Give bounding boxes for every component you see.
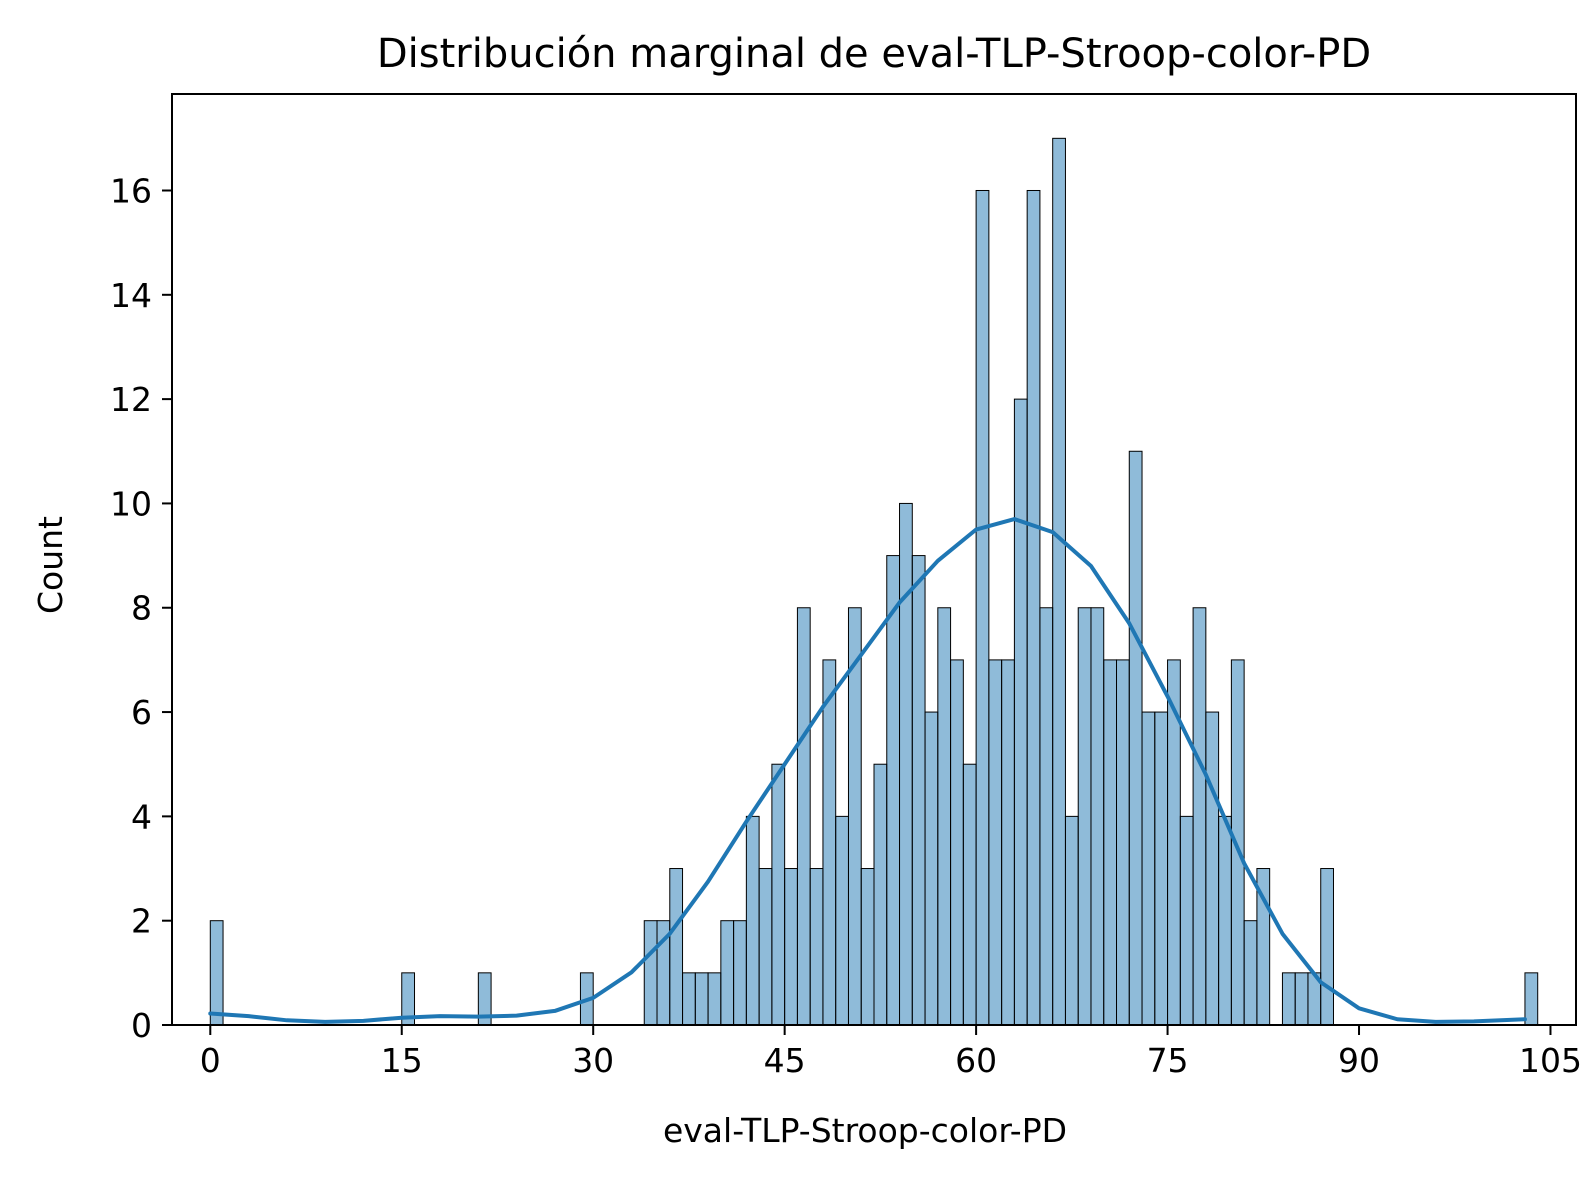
histogram-bar [860, 868, 875, 1026]
histogram-bar [911, 555, 926, 1026]
histogram-bar [209, 920, 224, 1026]
histogram-bar [758, 868, 773, 1026]
histogram-bar [924, 711, 939, 1026]
y-tick-label: 10 [110, 484, 152, 523]
histogram-bar [745, 815, 760, 1026]
x-tick-label: 15 [381, 1041, 423, 1080]
histogram-bar [1128, 450, 1143, 1026]
chart-title: Distribución marginal de eval-TLP-Stroop… [377, 31, 1371, 77]
histogram-bar [937, 607, 952, 1026]
x-tick-label: 30 [572, 1041, 614, 1080]
histogram-bar [1116, 659, 1130, 1026]
y-tick-label: 14 [110, 276, 152, 315]
histogram-bar [1320, 868, 1334, 1026]
histogram-bar [796, 607, 811, 1026]
kde-curve [208, 517, 1527, 1024]
histogram-bar [1077, 607, 1092, 1026]
x-axis-label: eval-TLP-Stroop-color-PD [663, 1111, 1067, 1150]
histogram-bar [809, 868, 824, 1026]
histogram-bar [1103, 659, 1118, 1026]
y-tick-label: 2 [131, 902, 152, 941]
histogram-bar [1052, 137, 1066, 1026]
histogram-bar [962, 763, 977, 1026]
histogram-bar [1154, 711, 1169, 1026]
y-axis-ticks: 0 2 4 6 8 10 12 14 16 [110, 171, 172, 1045]
histogram-bar [975, 189, 990, 1026]
x-tick-label: 60 [955, 1041, 997, 1080]
x-tick-label: 75 [1147, 1041, 1189, 1080]
histogram-bar [720, 920, 735, 1026]
plot-frame [171, 93, 1577, 1026]
histogram-bar [1218, 815, 1232, 1026]
x-tick-label: 0 [200, 1041, 221, 1080]
histogram-bar [682, 972, 696, 1026]
histogram-bar [950, 659, 964, 1026]
histogram-bar [899, 502, 913, 1026]
y-tick-label: 12 [110, 380, 152, 419]
histogram-bar [835, 815, 849, 1026]
y-tick-label: 4 [131, 797, 152, 836]
histogram-bar [694, 972, 709, 1026]
histogram-bar [1205, 711, 1220, 1026]
histogram-bar [1039, 607, 1054, 1026]
histogram-bar [669, 868, 684, 1026]
y-tick-label: 6 [131, 693, 152, 732]
histogram-bar [707, 972, 722, 1026]
x-tick-label: 90 [1338, 1041, 1380, 1080]
histogram-bar [643, 920, 658, 1026]
x-tick-label: 45 [764, 1041, 806, 1080]
x-axis-ticks: 0 15 30 45 60 75 90 105 [200, 1025, 1582, 1080]
histogram-bar [1013, 398, 1028, 1026]
histogram-bar [1090, 607, 1105, 1026]
histogram-bar [1001, 659, 1015, 1026]
histogram-bar [733, 920, 747, 1026]
histogram-bar [1294, 972, 1309, 1026]
y-tick-label: 8 [131, 589, 152, 628]
histogram-bar [1281, 972, 1296, 1026]
histogram-bar [873, 763, 888, 1026]
histogram-bar [988, 659, 1003, 1026]
histogram-bars [209, 137, 1539, 1026]
histogram-bar [822, 659, 837, 1026]
histogram-bar [1179, 815, 1194, 1026]
histogram-bar [1243, 920, 1258, 1026]
histogram-bar [1141, 711, 1156, 1026]
histogram-bar [784, 868, 798, 1026]
histogram-bar [771, 763, 786, 1026]
histogram-bar [886, 555, 901, 1026]
histogram-bar [1192, 607, 1207, 1026]
y-axis-label: Count [31, 516, 70, 614]
x-tick-label: 105 [1519, 1041, 1582, 1080]
histogram-bar [1026, 189, 1041, 1026]
histogram-bar [1064, 815, 1079, 1026]
histogram-bar [1524, 972, 1539, 1026]
y-tick-label: 16 [110, 171, 152, 210]
y-tick-label: 0 [131, 1006, 152, 1045]
